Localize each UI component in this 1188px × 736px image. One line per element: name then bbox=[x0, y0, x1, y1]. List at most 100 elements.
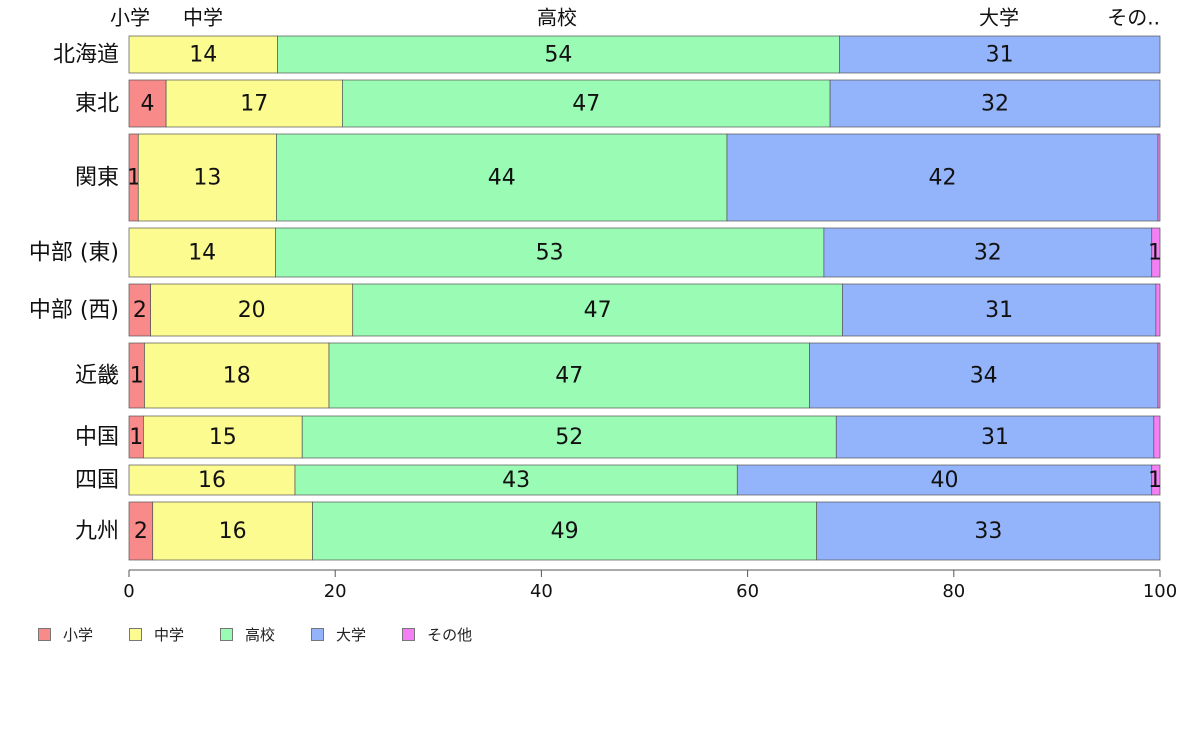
bar-segment bbox=[128, 35, 278, 74]
legend-label: 大学 bbox=[336, 625, 367, 644]
data-label: 32 bbox=[974, 241, 1002, 266]
data-label: 14 bbox=[188, 241, 216, 266]
data-label: 14 bbox=[189, 43, 217, 68]
bar-segment bbox=[1153, 415, 1161, 459]
bar-segment bbox=[1157, 342, 1161, 409]
data-label: 20 bbox=[238, 298, 266, 323]
data-label: 15 bbox=[209, 425, 237, 450]
legend-swatch bbox=[129, 627, 143, 641]
x-tick-label: 40 bbox=[530, 581, 553, 602]
bar-segment bbox=[816, 501, 1161, 561]
legend-label: 中学 bbox=[154, 625, 185, 644]
data-label: 40 bbox=[931, 468, 959, 493]
data-label: 31 bbox=[981, 425, 1009, 450]
bar-segment bbox=[275, 227, 825, 278]
data-label: 47 bbox=[572, 92, 600, 117]
data-label: 47 bbox=[584, 298, 612, 323]
data-label: 1 bbox=[1148, 468, 1162, 493]
bar-segment bbox=[842, 283, 1157, 337]
category-label: 近畿 bbox=[75, 364, 119, 389]
top-label: 小学 bbox=[110, 6, 150, 30]
legend-item: 高校 bbox=[220, 624, 275, 645]
bar-segment bbox=[809, 342, 1159, 409]
data-label: 34 bbox=[970, 364, 998, 389]
category-label: 九州 bbox=[75, 519, 119, 544]
bar-segment bbox=[276, 133, 728, 222]
data-label: 31 bbox=[986, 43, 1014, 68]
bar-segment bbox=[137, 133, 277, 222]
x-tick-label: 100 bbox=[1143, 581, 1177, 602]
data-label: 13 bbox=[193, 166, 221, 191]
data-label: 2 bbox=[134, 519, 148, 544]
legend-swatch bbox=[38, 627, 51, 641]
legend-item: 小学 bbox=[38, 624, 93, 645]
data-label: 32 bbox=[981, 92, 1009, 117]
category-label: 四国 bbox=[75, 468, 119, 493]
legend-item: 中学 bbox=[129, 624, 184, 645]
category-label: 中部 (西) bbox=[29, 298, 119, 323]
bar-segment bbox=[1151, 227, 1161, 278]
bar-segment bbox=[342, 79, 831, 128]
bar-segment bbox=[829, 79, 1161, 128]
legend-swatch bbox=[311, 627, 325, 641]
bar-segment bbox=[726, 133, 1159, 222]
bar-segment bbox=[152, 501, 313, 561]
top-label: 大学 bbox=[979, 6, 1019, 30]
legend-label: 小学 bbox=[63, 625, 94, 644]
category-label: 中部 (東) bbox=[29, 241, 119, 266]
bar-segment bbox=[1157, 133, 1161, 222]
x-tick-label: 80 bbox=[942, 581, 965, 602]
bar-segment bbox=[294, 464, 738, 496]
category-label: 東北 bbox=[75, 92, 119, 117]
bar-segment bbox=[352, 283, 843, 337]
legend: 小学 中学 高校 大学 その他 bbox=[38, 624, 508, 644]
data-label: 52 bbox=[555, 425, 583, 450]
legend-swatch bbox=[402, 627, 416, 641]
bar-segment bbox=[328, 342, 810, 409]
data-label: 1 bbox=[129, 425, 143, 450]
data-label: 18 bbox=[223, 364, 251, 389]
bar-segment bbox=[150, 283, 354, 337]
data-label: 42 bbox=[928, 166, 956, 191]
top-label: 高校 bbox=[537, 6, 577, 30]
bar-segment bbox=[128, 227, 276, 278]
top-label: その.. bbox=[1107, 6, 1160, 30]
bar-segment bbox=[312, 501, 818, 561]
bar-segment bbox=[277, 35, 840, 74]
bar-segment bbox=[144, 342, 330, 409]
data-label: 16 bbox=[219, 519, 247, 544]
bar-segment bbox=[1155, 283, 1161, 337]
top-label: 中学 bbox=[183, 6, 223, 30]
data-label: 1 bbox=[1148, 241, 1162, 266]
bar-segment bbox=[165, 79, 343, 128]
legend-item: その他 bbox=[402, 624, 472, 645]
data-label: 53 bbox=[536, 241, 564, 266]
x-tick-label: 0 bbox=[123, 581, 134, 602]
data-label: 33 bbox=[974, 519, 1002, 544]
legend-swatch bbox=[220, 627, 234, 641]
data-label: 2 bbox=[133, 298, 147, 323]
bar-segment bbox=[143, 415, 303, 459]
legend-item: 大学 bbox=[311, 624, 366, 645]
category-label: 関東 bbox=[75, 166, 119, 191]
data-label: 47 bbox=[555, 364, 583, 389]
bar-segment bbox=[839, 35, 1161, 74]
bar-segment bbox=[736, 464, 1153, 496]
data-label: 16 bbox=[198, 468, 226, 493]
x-tick-label: 20 bbox=[324, 581, 347, 602]
data-label: 43 bbox=[502, 468, 530, 493]
bar-segment bbox=[128, 464, 296, 496]
bar-segment bbox=[301, 415, 837, 459]
data-label: 17 bbox=[240, 92, 268, 117]
data-label: 1 bbox=[127, 166, 141, 191]
data-label: 31 bbox=[985, 298, 1013, 323]
data-label: 49 bbox=[551, 519, 579, 544]
x-tick-label: 60 bbox=[736, 581, 759, 602]
data-label: 4 bbox=[141, 92, 155, 117]
data-label: 54 bbox=[544, 43, 572, 68]
category-label: 北海道 bbox=[53, 43, 119, 68]
data-label: 44 bbox=[488, 166, 516, 191]
legend-label: 高校 bbox=[245, 625, 276, 644]
legend-label: その他 bbox=[427, 625, 473, 644]
